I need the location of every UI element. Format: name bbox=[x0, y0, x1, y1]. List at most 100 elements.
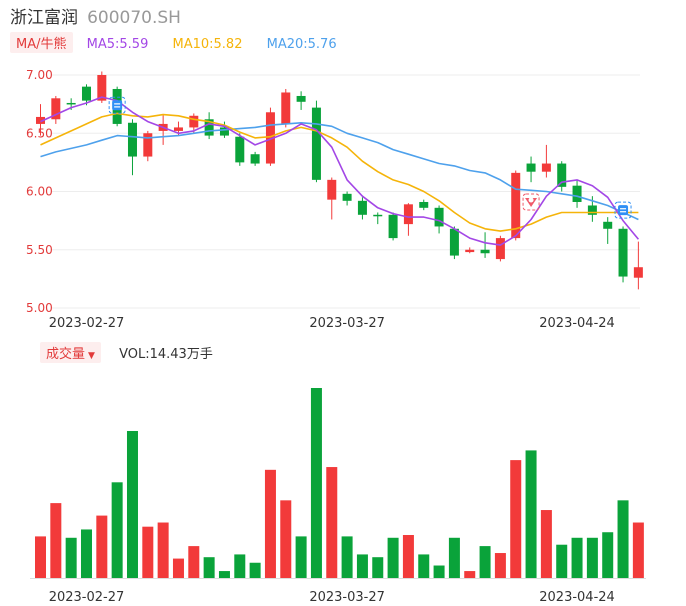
volume-bar[interactable] bbox=[126, 430, 138, 578]
ma10-legend: MA10:5.82 bbox=[172, 37, 243, 52]
candle-body bbox=[81, 86, 91, 101]
volume-bar[interactable] bbox=[448, 537, 460, 578]
candle[interactable] bbox=[81, 84, 91, 106]
candle[interactable] bbox=[235, 133, 245, 166]
volume-bar[interactable] bbox=[326, 467, 338, 578]
volume-bar[interactable] bbox=[510, 460, 522, 578]
candle[interactable] bbox=[158, 114, 168, 145]
candle-body bbox=[465, 249, 475, 253]
volume-bar[interactable] bbox=[264, 469, 276, 578]
volume-bar[interactable] bbox=[65, 537, 77, 578]
volume-bar[interactable] bbox=[35, 536, 46, 578]
volume-bar[interactable] bbox=[433, 565, 445, 578]
volume-bar[interactable] bbox=[494, 553, 506, 578]
volume-bar[interactable] bbox=[372, 557, 384, 578]
volume-bar[interactable] bbox=[356, 554, 368, 578]
candle-body bbox=[97, 75, 107, 101]
caret-down-icon: ▼ bbox=[88, 351, 95, 361]
volume-bar[interactable] bbox=[310, 388, 322, 578]
volume-series bbox=[35, 388, 644, 578]
candle[interactable] bbox=[495, 235, 505, 262]
buy-signal-icon[interactable] bbox=[108, 96, 126, 114]
candle-body bbox=[51, 98, 61, 120]
volume-bar[interactable] bbox=[234, 554, 246, 578]
signal-markers bbox=[108, 96, 632, 219]
candle[interactable] bbox=[603, 217, 613, 244]
volume-bar[interactable] bbox=[387, 537, 399, 578]
candle[interactable] bbox=[311, 100, 321, 183]
volume-bar[interactable] bbox=[142, 526, 154, 578]
candle-body bbox=[480, 249, 490, 254]
volume-bar[interactable] bbox=[249, 562, 261, 578]
candle[interactable] bbox=[419, 199, 429, 211]
candle[interactable] bbox=[250, 151, 260, 166]
price-tick-label: 5.00 bbox=[26, 301, 53, 315]
ma-legend: MA/牛熊 MA5:5.59 MA10:5.82 MA20:5.76 bbox=[10, 32, 357, 53]
candle[interactable] bbox=[403, 203, 413, 236]
candle-body bbox=[357, 200, 367, 215]
volume-bar[interactable] bbox=[479, 546, 491, 578]
volume-bar[interactable] bbox=[295, 536, 307, 578]
volume-bar[interactable] bbox=[586, 537, 598, 578]
candle[interactable] bbox=[557, 161, 567, 192]
candle[interactable] bbox=[296, 91, 306, 110]
candle[interactable] bbox=[36, 104, 45, 136]
candle[interactable] bbox=[127, 119, 137, 176]
candle-body bbox=[434, 207, 444, 227]
volume-bar[interactable] bbox=[50, 503, 62, 578]
buy-signal-icon[interactable] bbox=[614, 201, 632, 219]
candle[interactable] bbox=[143, 130, 153, 162]
volume-bar[interactable] bbox=[402, 535, 414, 578]
candle[interactable] bbox=[281, 88, 291, 128]
candle[interactable] bbox=[204, 112, 214, 140]
volume-bar[interactable] bbox=[556, 544, 568, 578]
volume-value-label: VOL:14.43万手 bbox=[119, 347, 213, 362]
candle[interactable] bbox=[633, 241, 643, 290]
volume-indicator-selector[interactable]: 成交量 ▼ bbox=[40, 342, 101, 363]
volume-bar[interactable] bbox=[280, 500, 292, 578]
candle[interactable] bbox=[189, 113, 199, 134]
candle-body bbox=[388, 214, 398, 239]
candle[interactable] bbox=[526, 156, 536, 183]
candle[interactable] bbox=[342, 191, 352, 206]
candle[interactable] bbox=[434, 205, 444, 234]
volume-bar[interactable] bbox=[96, 515, 108, 578]
candle[interactable] bbox=[465, 247, 475, 254]
candle[interactable] bbox=[541, 144, 551, 178]
candle-body bbox=[250, 154, 260, 164]
candle[interactable] bbox=[327, 177, 337, 220]
volume-bar[interactable] bbox=[617, 500, 629, 578]
price-tick-label: 6.00 bbox=[26, 185, 53, 199]
volume-bar[interactable] bbox=[172, 558, 184, 578]
volume-bar[interactable] bbox=[602, 532, 614, 578]
candle[interactable] bbox=[51, 95, 61, 124]
candle[interactable] bbox=[572, 179, 582, 208]
candle[interactable] bbox=[618, 226, 628, 283]
volume-bar[interactable] bbox=[203, 557, 215, 578]
candle-body bbox=[419, 201, 429, 208]
candle[interactable] bbox=[388, 212, 398, 241]
candle-body bbox=[127, 122, 137, 157]
candle[interactable] bbox=[449, 226, 459, 260]
volume-bar[interactable] bbox=[188, 546, 200, 578]
ma-indicator-selector[interactable]: MA/牛熊 bbox=[10, 32, 73, 53]
ma20-legend: MA20:5.76 bbox=[266, 37, 337, 52]
volume-bar[interactable] bbox=[632, 522, 644, 578]
candle[interactable] bbox=[480, 232, 490, 258]
volume-bar[interactable] bbox=[418, 554, 430, 578]
volume-bar[interactable] bbox=[464, 571, 476, 578]
volume-bar[interactable] bbox=[525, 450, 537, 578]
volume-bar[interactable] bbox=[157, 522, 169, 578]
volume-bar[interactable] bbox=[540, 510, 552, 578]
candle[interactable] bbox=[357, 197, 367, 220]
candle-body bbox=[587, 205, 597, 215]
candle[interactable] bbox=[373, 212, 383, 225]
volume-bar[interactable] bbox=[80, 529, 92, 578]
volume-bar[interactable] bbox=[218, 571, 230, 578]
volume-bar[interactable] bbox=[111, 482, 123, 578]
candle-body bbox=[143, 133, 153, 157]
volume-bar[interactable] bbox=[571, 537, 583, 578]
sell-signal-icon[interactable] bbox=[522, 193, 540, 211]
volume-bar[interactable] bbox=[341, 536, 353, 578]
